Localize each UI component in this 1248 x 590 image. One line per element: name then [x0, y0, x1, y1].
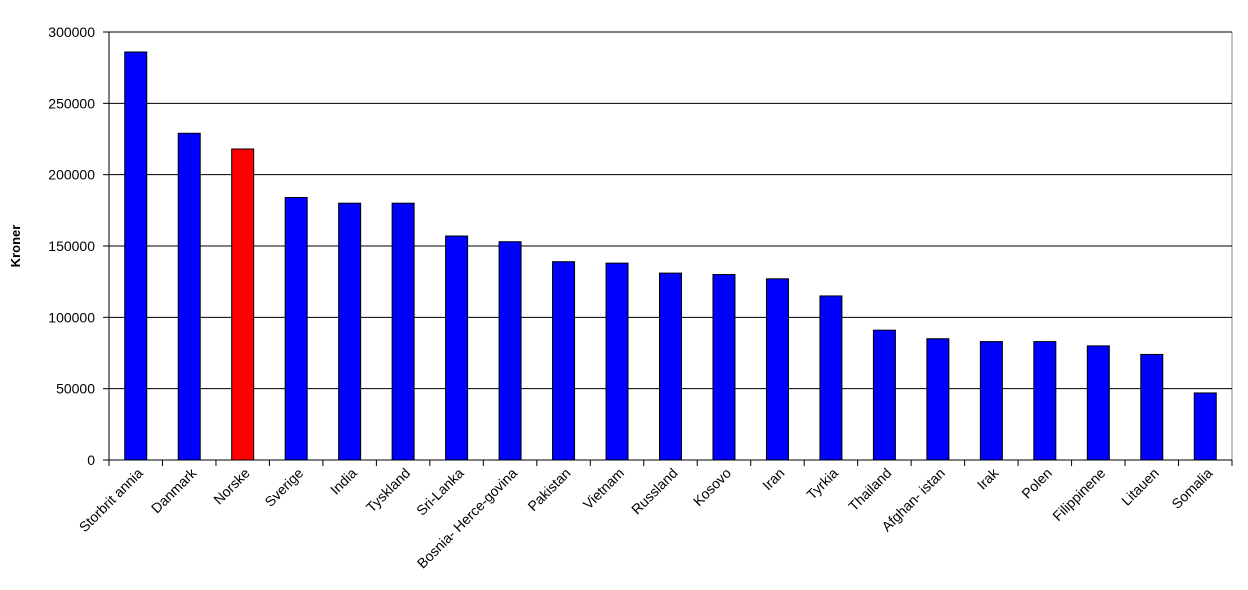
bar [926, 338, 950, 461]
bar [552, 261, 576, 461]
x-tick-label: Filippinene [1049, 465, 1108, 524]
x-tick-label: Sverige [261, 465, 306, 510]
bar [605, 262, 629, 461]
y-tick-label: 100000 [48, 309, 95, 325]
x-tick-label: Thailand [845, 465, 894, 514]
y-tick-label: 200000 [48, 167, 95, 183]
x-tick-label: Iran [759, 465, 787, 493]
bar [819, 295, 843, 461]
x-tick-label: Litauen [1118, 465, 1162, 509]
y-tick-label: 150000 [48, 238, 95, 254]
bar [445, 235, 469, 461]
x-tick-label: Polen [1018, 465, 1055, 502]
x-tick-label: Norske [210, 465, 253, 508]
bar [1140, 353, 1164, 461]
x-tick-label: Tyrkia [803, 465, 841, 503]
bar [979, 341, 1003, 461]
y-tick-label: 0 [87, 452, 95, 468]
x-tick-label: Kosovo [690, 465, 734, 509]
x-tick-label: Danmark [148, 464, 200, 516]
y-tick-label: 250000 [48, 95, 95, 111]
bar [124, 51, 148, 461]
x-tick-label: Russland [628, 465, 681, 518]
x-tick-label: Tyskland [363, 465, 413, 515]
bar [391, 202, 415, 461]
bar [231, 148, 255, 461]
y-axis-label: Kroner [8, 225, 23, 268]
x-tick-label: Bosnia- Herce-govina [414, 465, 521, 572]
bar [1193, 392, 1217, 461]
bar [659, 272, 682, 461]
bar [498, 241, 522, 461]
bar [765, 278, 789, 461]
bar [872, 329, 896, 461]
x-tick-label: Irak [974, 464, 1003, 493]
y-tick-label: 300000 [48, 24, 95, 40]
y-tick-label: 50000 [56, 381, 95, 397]
x-tick-label: Somalia [1168, 465, 1215, 512]
bar [1086, 345, 1110, 461]
x-tick-label: Storbrit annia [76, 465, 146, 535]
bar [1033, 341, 1057, 461]
x-tick-label: Vietnam [580, 465, 627, 512]
bar [284, 196, 308, 461]
x-tick-label: Sri-Lanka [413, 465, 467, 519]
x-tick-label: Pakistan [524, 465, 573, 514]
bar [338, 202, 362, 461]
bar [712, 274, 736, 461]
bar [177, 132, 201, 461]
x-tick-label: India [327, 465, 360, 498]
